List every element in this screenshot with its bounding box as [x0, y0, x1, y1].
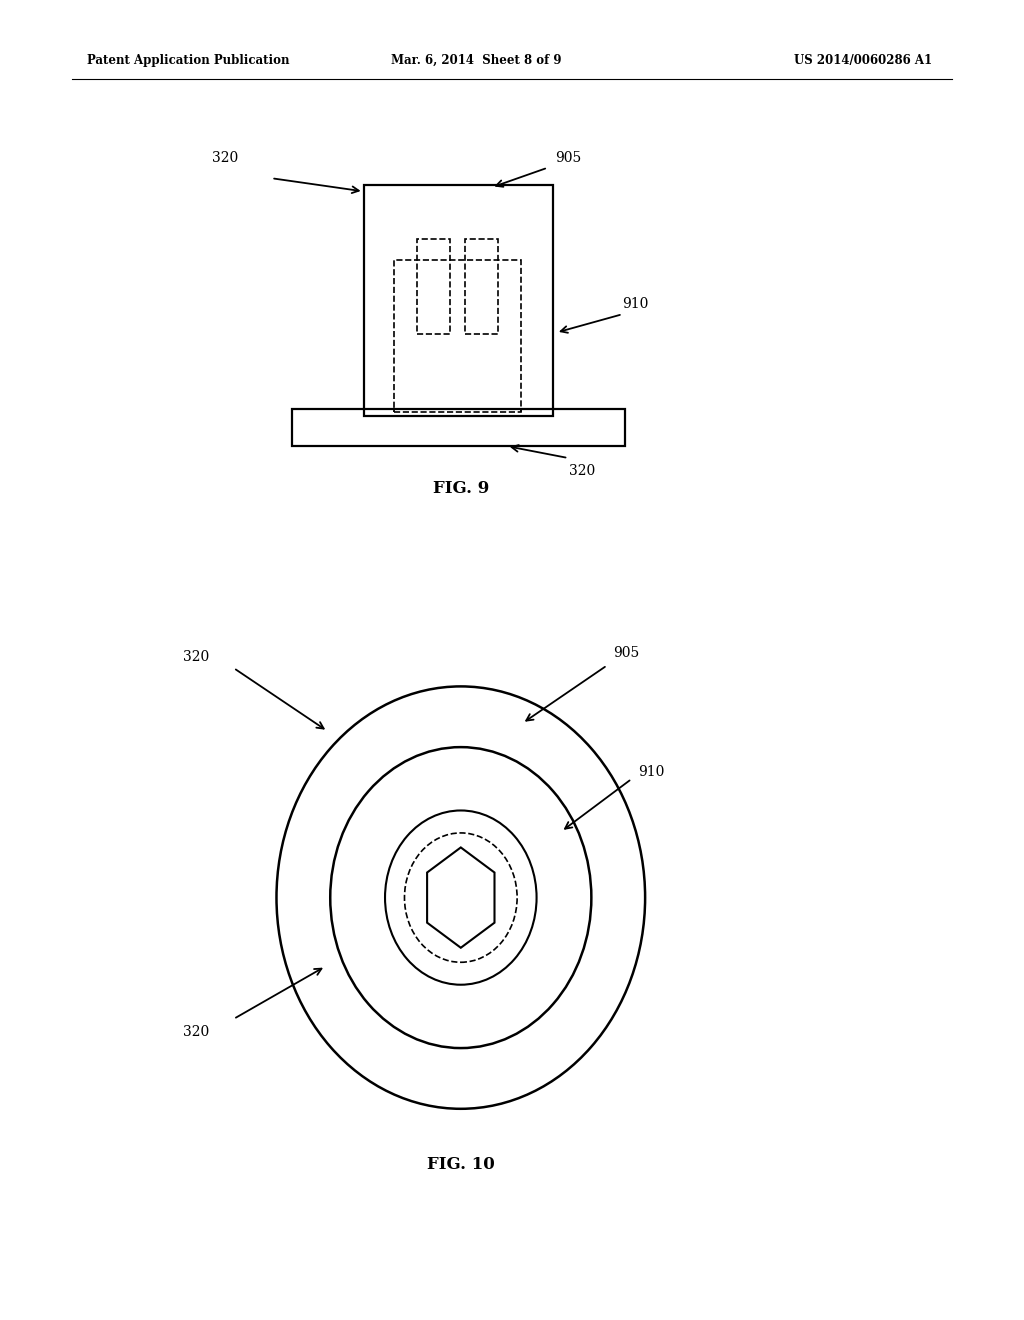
- Text: 320: 320: [183, 1026, 210, 1039]
- Text: FIG. 9: FIG. 9: [433, 480, 488, 496]
- Text: 910: 910: [638, 766, 665, 779]
- Text: 905: 905: [613, 647, 640, 660]
- Text: Patent Application Publication: Patent Application Publication: [87, 54, 290, 67]
- Text: 320: 320: [183, 651, 210, 664]
- Text: 320: 320: [212, 152, 239, 165]
- Text: Mar. 6, 2014  Sheet 8 of 9: Mar. 6, 2014 Sheet 8 of 9: [391, 54, 561, 67]
- Text: US 2014/0060286 A1: US 2014/0060286 A1: [794, 54, 932, 67]
- Text: 910: 910: [622, 297, 648, 310]
- Text: FIG. 10: FIG. 10: [427, 1156, 495, 1172]
- Text: 320: 320: [568, 465, 595, 478]
- Text: 905: 905: [555, 152, 582, 165]
